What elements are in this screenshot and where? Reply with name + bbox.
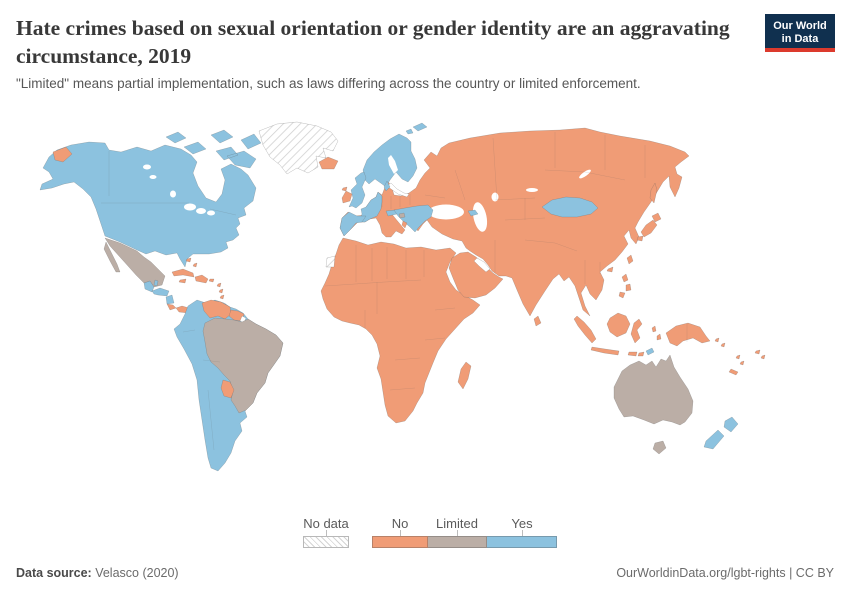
region-sumatra[interactable]: [574, 316, 596, 343]
region-taiwan[interactable]: [627, 255, 633, 264]
legend-no-data-label[interactable]: No data: [303, 516, 349, 531]
region-uk[interactable]: [349, 172, 366, 208]
us-canada-border: [101, 151, 236, 215]
legend-no-tick: [400, 530, 401, 536]
country-borders: [183, 132, 687, 450]
region-svalbard[interactable]: [406, 123, 427, 134]
region-brazil[interactable]: [203, 318, 283, 413]
region-jamaica[interactable]: [179, 279, 186, 283]
region-lesser-antilles[interactable]: [217, 283, 224, 299]
region-new-guinea[interactable]: [666, 323, 710, 346]
legend-limited-tick: [457, 530, 458, 536]
region-timor-leste[interactable]: [646, 348, 654, 355]
region-africa[interactable]: [321, 238, 480, 423]
region-france-benelux[interactable]: [359, 192, 382, 222]
region-venezuela[interactable]: [202, 300, 231, 319]
region-sri-lanka[interactable]: [534, 316, 541, 326]
region-pacific-islands[interactable]: [715, 338, 765, 365]
region-canada-usa[interactable]: [40, 142, 256, 267]
region-faroe[interactable]: [342, 187, 347, 191]
region-denmark[interactable]: [384, 181, 390, 191]
region-sulawesi[interactable]: [631, 319, 642, 343]
region-hispaniola[interactable]: [195, 275, 208, 283]
region-hainan[interactable]: [607, 267, 613, 272]
legend-no-label[interactable]: No: [391, 516, 409, 531]
region-chukotka-wrap[interactable]: [53, 147, 72, 162]
legend-no-swatch[interactable]: [372, 536, 428, 548]
region-paraguay[interactable]: [221, 380, 234, 398]
region-sakhalin[interactable]: [650, 183, 657, 203]
legend-no-data-swatch[interactable]: [303, 536, 349, 548]
legend-yes-label[interactable]: Yes: [511, 516, 533, 531]
logo-line1: Our World: [773, 19, 827, 32]
region-canadian-arctic-islands[interactable]: [166, 130, 261, 168]
region-moluccas[interactable]: [652, 326, 661, 340]
logo-line2: in Data: [781, 33, 819, 45]
region-nicaragua[interactable]: [166, 295, 174, 304]
lakes: [143, 164, 215, 216]
region-japan[interactable]: [637, 213, 661, 241]
footer-link[interactable]: OurWorldinData.org/lgbt-rights | CC BY: [616, 566, 834, 580]
region-bahamas[interactable]: [186, 258, 197, 267]
region-iceland[interactable]: [319, 157, 338, 169]
legend-no-data-tick: [326, 530, 327, 536]
data-source: Data source: Velasco (2020): [16, 566, 179, 580]
region-albania[interactable]: [402, 221, 407, 228]
region-lesser-sunda[interactable]: [628, 352, 644, 356]
gulf-of-bothnia: [388, 155, 398, 174]
inland-seas: [387, 155, 591, 272]
legend-yes-tick: [522, 530, 523, 536]
data-source-value: Velasco (2020): [91, 566, 179, 580]
region-madagascar[interactable]: [458, 362, 471, 389]
region-mongolia[interactable]: [542, 197, 598, 217]
region-cuba[interactable]: [172, 269, 194, 277]
region-java[interactable]: [591, 347, 619, 355]
data-source-label: Data source:: [16, 566, 92, 580]
page-title: Hate crimes based on sexual orientation …: [16, 16, 730, 69]
region-tasmania[interactable]: [653, 441, 666, 454]
logo-accent-bar: [765, 48, 835, 52]
world-map[interactable]: [25, 110, 825, 520]
legend-limited-swatch[interactable]: [428, 536, 487, 548]
region-puerto-rico[interactable]: [209, 279, 214, 282]
region-new-zealand[interactable]: [704, 417, 738, 449]
region-greenland[interactable]: [259, 122, 338, 174]
region-belize[interactable]: [154, 280, 158, 286]
legend-yes-swatch[interactable]: [487, 536, 557, 548]
region-borneo[interactable]: [607, 313, 630, 337]
region-bosnia[interactable]: [399, 213, 405, 218]
owid-logo: Our World in Data: [765, 14, 835, 52]
legend-limited-label[interactable]: Limited: [436, 516, 478, 531]
region-australia[interactable]: [614, 355, 693, 425]
region-mexico[interactable]: [104, 238, 165, 287]
region-honduras[interactable]: [152, 288, 169, 296]
region-guatemala[interactable]: [144, 281, 154, 292]
region-western-sahara[interactable]: [326, 256, 335, 267]
region-georgia[interactable]: [468, 210, 478, 216]
region-iberia[interactable]: [340, 212, 366, 236]
page-subtitle: "Limited" means partial implementation, …: [16, 76, 641, 91]
region-new-caledonia[interactable]: [729, 369, 738, 375]
region-costa-rica[interactable]: [167, 304, 176, 310]
region-ireland[interactable]: [342, 191, 352, 203]
region-philippines[interactable]: [619, 274, 631, 298]
